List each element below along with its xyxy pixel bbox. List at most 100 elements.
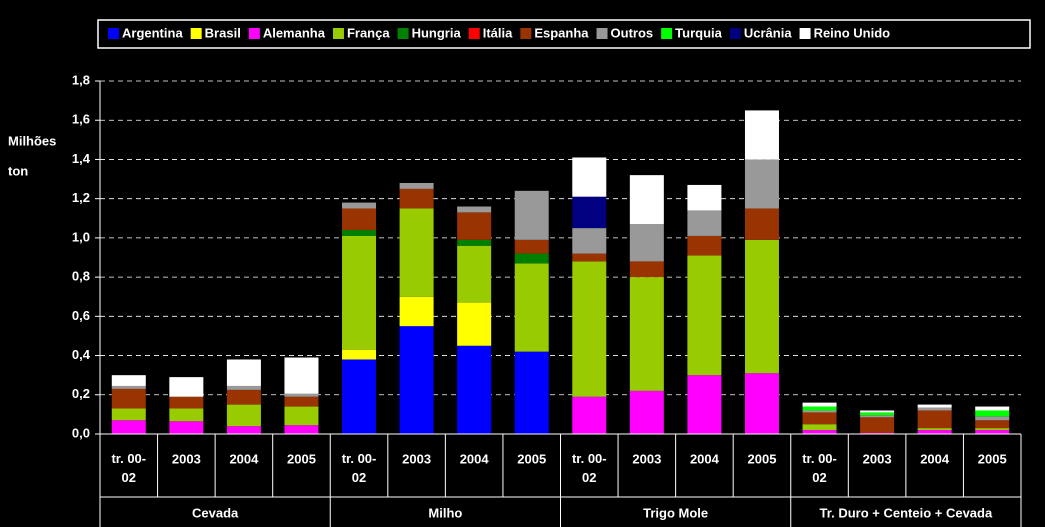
bar-segment bbox=[917, 410, 952, 429]
bar-segment bbox=[860, 415, 895, 418]
bar-segment bbox=[284, 393, 319, 397]
bar-segment bbox=[572, 261, 607, 397]
y-tick-label: 1,0 bbox=[72, 229, 90, 244]
bar-segment bbox=[457, 245, 492, 303]
bar-segment bbox=[860, 417, 895, 434]
bar-segment bbox=[399, 188, 434, 209]
legend-swatch bbox=[729, 28, 741, 39]
y-tick-label: 1,8 bbox=[72, 72, 90, 87]
group-label: Tr. Duro + Centeio + Cevada bbox=[820, 505, 993, 520]
bar-segment bbox=[226, 426, 261, 434]
legend-swatch bbox=[468, 28, 480, 39]
bar-segment bbox=[917, 430, 952, 434]
legend-label: Reino Unido bbox=[814, 25, 891, 40]
legend-swatch bbox=[520, 28, 532, 39]
x-tick-label: 2005 bbox=[287, 451, 316, 466]
group-label: Trigo Mole bbox=[643, 505, 708, 520]
group-label: Cevada bbox=[192, 505, 239, 520]
bar-segment bbox=[457, 302, 492, 346]
bar-segment bbox=[284, 425, 319, 434]
bar-segment bbox=[284, 357, 319, 394]
bar-segment bbox=[399, 326, 434, 434]
bar-segment bbox=[572, 396, 607, 434]
y-axis-label: Milhões bbox=[8, 133, 56, 148]
bar-segment bbox=[514, 263, 549, 352]
bar-segment bbox=[917, 428, 952, 431]
y-tick-label: 0,6 bbox=[72, 308, 90, 323]
y-tick-label: 1,6 bbox=[72, 112, 90, 127]
bar-segment bbox=[975, 410, 1010, 417]
bar-segment bbox=[111, 388, 146, 409]
legend-swatch bbox=[397, 28, 409, 39]
bar-segment bbox=[744, 159, 779, 209]
bar-segment bbox=[514, 351, 549, 434]
legend-swatch bbox=[190, 28, 202, 39]
bar-segment bbox=[226, 359, 261, 386]
bar-segment bbox=[342, 202, 377, 209]
bar-segment bbox=[226, 389, 261, 405]
x-tick-label: tr. 00-02 bbox=[342, 451, 377, 485]
bar-segment bbox=[629, 390, 664, 434]
bar-segment bbox=[860, 410, 895, 413]
bar-segment bbox=[572, 253, 607, 262]
legend-label: Brasil bbox=[205, 25, 241, 40]
bar-segment bbox=[802, 406, 837, 411]
legend-label: Outros bbox=[611, 25, 654, 40]
bar-segment bbox=[687, 235, 722, 256]
x-tick-label: 2004 bbox=[690, 451, 720, 466]
x-tick-label: 2003 bbox=[402, 451, 431, 466]
legend-swatch bbox=[248, 28, 260, 39]
bar-segment bbox=[802, 410, 837, 413]
bar-segment bbox=[744, 239, 779, 374]
bar-segment bbox=[975, 406, 1010, 411]
y-axis-label: ton bbox=[8, 163, 28, 178]
bar-segment bbox=[226, 385, 261, 390]
legend-label: Argentina bbox=[122, 25, 183, 40]
bar-segment bbox=[169, 408, 204, 422]
bar-segment bbox=[342, 349, 377, 360]
bar-segment bbox=[342, 230, 377, 236]
legend-label: Espanha bbox=[534, 25, 589, 40]
bar-segment bbox=[975, 428, 1010, 431]
x-tick-label: 2003 bbox=[172, 451, 201, 466]
legend-swatch bbox=[596, 28, 608, 39]
bar-segment bbox=[342, 359, 377, 434]
bar-segment bbox=[629, 277, 664, 391]
bar-segment bbox=[629, 261, 664, 278]
bar-segment bbox=[399, 208, 434, 297]
bar-segment bbox=[744, 208, 779, 240]
bar-segment bbox=[802, 430, 837, 434]
x-tick-label: tr. 00-02 bbox=[802, 451, 837, 485]
bar-segment bbox=[399, 182, 434, 189]
legend-swatch bbox=[108, 28, 119, 39]
bar-segment bbox=[514, 253, 549, 264]
y-tick-label: 1,2 bbox=[72, 190, 90, 205]
bar-segment bbox=[975, 420, 1010, 429]
bar-segment bbox=[514, 239, 549, 254]
bar-segment bbox=[572, 157, 607, 197]
bar-segment bbox=[687, 255, 722, 376]
x-tick-label: 2004 bbox=[920, 451, 950, 466]
x-tick-label: 2003 bbox=[632, 451, 661, 466]
y-tick-label: 0,0 bbox=[72, 425, 90, 440]
bar-segment bbox=[572, 228, 607, 254]
bar-segment bbox=[860, 412, 895, 416]
bar-segment bbox=[111, 408, 146, 421]
x-tick-label: 2004 bbox=[460, 451, 490, 466]
y-tick-label: 0,8 bbox=[72, 269, 90, 284]
bar-segment bbox=[111, 375, 146, 386]
bar-segment bbox=[687, 210, 722, 236]
y-tick-label: 1,4 bbox=[72, 151, 91, 166]
x-tick-label: 2005 bbox=[748, 451, 777, 466]
bar-segment bbox=[457, 239, 492, 246]
bar-segment bbox=[514, 190, 549, 240]
x-tick-label: 2005 bbox=[978, 451, 1007, 466]
bar-segment bbox=[975, 416, 1010, 421]
legend-label: Hungria bbox=[412, 25, 462, 40]
legend: Argentina Brasil Alemanha França Hungria Itál… bbox=[108, 25, 890, 40]
bar-segment bbox=[169, 377, 204, 397]
x-tick-label: 2004 bbox=[229, 451, 259, 466]
legend-label: Alemanha bbox=[263, 25, 326, 40]
bar-segment bbox=[284, 406, 319, 426]
bar-segment bbox=[169, 421, 204, 434]
